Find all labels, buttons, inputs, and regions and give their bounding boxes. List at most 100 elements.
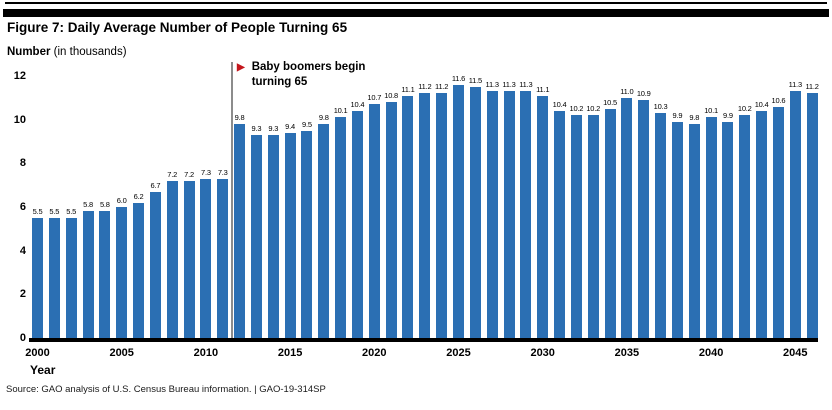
- bar: [638, 100, 650, 338]
- bar-value-label: 11.6: [451, 73, 466, 83]
- bar-value-label: 10.4: [754, 99, 769, 109]
- x-tick-label: 2035: [614, 347, 640, 359]
- x-tick-label: 2045: [783, 347, 808, 359]
- bar-value-label: 9.9: [672, 110, 683, 120]
- bar-value-label: 10.1: [704, 106, 718, 116]
- bar-value-label: 5.8: [83, 200, 93, 210]
- bar-value-label: 10.7: [367, 93, 382, 103]
- bar-value-label: 11.1: [536, 84, 550, 94]
- bar-value-label: 9.4: [285, 121, 296, 131]
- bar: [402, 95, 414, 338]
- bar: [48, 217, 60, 338]
- bar: [554, 110, 566, 338]
- bar-value-label: 10.4: [350, 99, 365, 109]
- bar: [520, 91, 532, 338]
- y-tick-label: 0: [19, 332, 26, 344]
- bar-value-label: 6.2: [133, 191, 144, 201]
- bar: [82, 211, 94, 338]
- top-rule: [5, 2, 827, 4]
- bar-value-label: 11.3: [519, 80, 533, 90]
- y-tick-label: 4: [19, 244, 26, 257]
- bar-value-label: 11.3: [485, 80, 499, 90]
- bar-value-label: 5.5: [32, 206, 43, 216]
- x-axis-title: Year: [30, 363, 56, 377]
- y-tick-label: 10: [13, 113, 26, 126]
- bar: [335, 117, 347, 338]
- bar-value-label: 10.1: [333, 106, 348, 116]
- bar: [604, 108, 616, 338]
- baby-boomers-divider: [230, 62, 233, 338]
- bar: [32, 217, 43, 338]
- bar: [722, 121, 734, 338]
- bar-value-label: 10.5: [603, 97, 617, 107]
- bar-value-label: 9.3: [268, 123, 279, 133]
- bar-value-label: 9.3: [251, 123, 262, 133]
- figure-title: Figure 7: Daily Average Number of People…: [7, 20, 348, 35]
- y-tick-label: 8: [19, 157, 26, 170]
- bar: [756, 110, 768, 338]
- x-tick-label: 2010: [193, 347, 219, 359]
- bar-value-label: 11.2: [418, 82, 432, 92]
- bar: [99, 211, 111, 338]
- bar: [570, 115, 582, 338]
- bar-value-label: 10.2: [586, 104, 601, 114]
- bar-value-label: 10.3: [653, 102, 668, 112]
- bar-value-label: 11.1: [401, 84, 415, 94]
- y-tick-label: 12: [13, 70, 26, 82]
- bar-value-label: 5.8: [99, 200, 110, 210]
- y-tick-label: 6: [19, 201, 26, 213]
- bar-value-label: 7.2: [167, 169, 178, 179]
- annotation-line-2: turning 65: [251, 76, 308, 88]
- bar-value-label: 10.2: [737, 104, 752, 114]
- bar: [166, 180, 178, 338]
- x-tick-label: 2020: [362, 347, 387, 359]
- bar-value-label: 11.2: [435, 82, 449, 92]
- bar: [65, 217, 77, 338]
- x-axis-baseline: [29, 338, 818, 342]
- bar-value-label: 9.5: [302, 119, 312, 129]
- bar: [133, 202, 145, 338]
- bar: [503, 91, 515, 338]
- bar-value-label: 9.9: [723, 110, 733, 120]
- bar-value-label: 7.3: [217, 167, 228, 177]
- bar: [183, 180, 195, 338]
- bar: [806, 93, 818, 338]
- bar: [351, 110, 363, 338]
- bar: [234, 124, 246, 338]
- bar-value-label: 10.9: [636, 89, 651, 99]
- x-tick-label: 2015: [277, 347, 303, 359]
- bar: [284, 132, 296, 338]
- bar-value-label: 11.2: [805, 82, 819, 92]
- bar: [772, 106, 784, 338]
- bar: [436, 93, 448, 338]
- bar: [217, 178, 229, 338]
- bar: [469, 86, 481, 338]
- bar: [368, 104, 380, 338]
- bar: [705, 117, 717, 338]
- bar: [267, 134, 279, 338]
- bar: [621, 97, 633, 338]
- baby-boomers-annotation: ▶ Baby boomers begin turning 65: [237, 60, 365, 90]
- bar: [688, 124, 700, 338]
- bar: [116, 207, 128, 338]
- bar: [250, 134, 262, 338]
- bar-value-label: 10.2: [569, 104, 584, 114]
- bar-value-label: 11.5: [468, 75, 482, 85]
- bar-value-label: 6.7: [150, 180, 161, 190]
- bar-value-label: 11.0: [620, 86, 634, 96]
- source-note: Source: GAO analysis of U.S. Census Bure…: [6, 384, 326, 395]
- bar-value-label: 10.6: [771, 95, 786, 105]
- bar-value-label: 9.8: [318, 113, 329, 123]
- bar: [301, 130, 313, 338]
- bar-value-label: 9.8: [689, 113, 700, 123]
- annotation-text: Baby boomers begin turning 65: [252, 60, 366, 90]
- bar-value-label: 10.8: [384, 91, 399, 101]
- header-bar: [3, 9, 829, 17]
- bar: [453, 84, 464, 338]
- bar-value-label: 5.5: [66, 206, 77, 216]
- y-axis-title-bold: Number: [7, 46, 51, 58]
- bar-value-label: 7.2: [184, 169, 194, 179]
- annotation-marker-icon: ▶: [237, 62, 245, 73]
- x-tick-label: 2005: [109, 347, 134, 359]
